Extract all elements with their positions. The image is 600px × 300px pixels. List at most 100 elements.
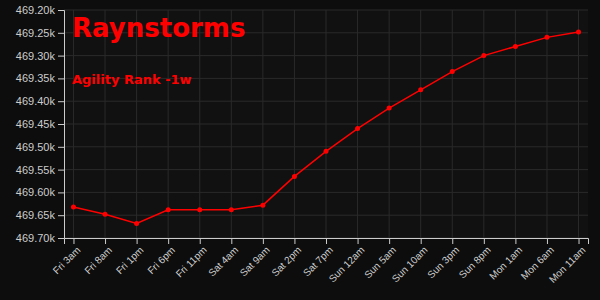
- plot-background: [64, 10, 588, 238]
- x-tick: Sat 9am: [238, 238, 272, 278]
- y-tick-mark: [58, 101, 64, 102]
- x-tick: Fri 3am: [51, 238, 83, 276]
- x-tick-mark: [105, 238, 106, 244]
- y-tick: 469.30k: [16, 50, 64, 62]
- x-tick-label: Sun 3pm: [425, 244, 461, 280]
- point: [513, 44, 518, 49]
- y-tick-mark: [58, 192, 64, 193]
- grid-line-x: [136, 10, 137, 238]
- x-tick-label: Mon 1am: [487, 244, 524, 281]
- x-tick-label: Sat 9am: [238, 244, 272, 278]
- x-tick-mark: [73, 238, 74, 244]
- x-tick: Sun 3pm: [425, 238, 461, 280]
- x-tick-label: Fri 8am: [82, 244, 114, 276]
- x-axis-line: [65, 239, 589, 245]
- titles: RaynstormsAgility Rank -1w: [72, 13, 245, 87]
- point: [103, 212, 108, 217]
- grid-line-x: [326, 10, 327, 238]
- y-tick-label: 469.50k: [16, 141, 56, 153]
- title: Raynstorms: [72, 13, 245, 43]
- point: [544, 35, 549, 40]
- point: [324, 149, 329, 154]
- x-tick-mark: [263, 238, 264, 244]
- y-tick-label: 469.25k: [16, 27, 56, 39]
- x-tick: Mon 11am: [547, 238, 588, 285]
- point: [71, 204, 76, 209]
- point: [450, 69, 455, 74]
- x-tick-label: Sun 10am: [390, 244, 430, 284]
- y-tick: 469.60k: [16, 186, 64, 198]
- y-tick: 469.55k: [16, 164, 64, 176]
- point: [134, 221, 139, 226]
- y-tick-mark: [58, 238, 64, 239]
- x-tick-label: Sun 12am: [327, 244, 367, 284]
- y-tick-label: 469.45k: [16, 118, 56, 130]
- point: [576, 29, 581, 34]
- grid-line-x: [420, 10, 421, 238]
- x-tick-label: Fri 3am: [51, 244, 83, 276]
- y-tick-label: 469.20k: [16, 4, 56, 16]
- x-tick-label: Sat 4am: [206, 244, 240, 278]
- point: [260, 203, 265, 208]
- y-tick-mark: [58, 56, 64, 57]
- x-tick-mark: [137, 238, 138, 244]
- plot: 469.20k 469.25k 469.30k 469.35k 469.40k 469.4…: [16, 4, 589, 285]
- y-tick-label: 469.40k: [16, 95, 56, 107]
- x-tick-label: Fri 6pm: [145, 244, 177, 276]
- x-tick-label: Fri 1pm: [114, 244, 146, 276]
- x-tick-label: Sat 2pm: [269, 244, 303, 278]
- x-tick: Sat 4am: [206, 238, 240, 278]
- x-tick-label: Fri 11pm: [174, 244, 209, 279]
- y-tick-mark: [58, 147, 64, 148]
- y-tick: 469.70k: [16, 232, 64, 244]
- x-tick-mark: [168, 238, 169, 244]
- grid-line-x: [294, 10, 295, 238]
- point: [418, 87, 423, 92]
- x-tick: Fri 8am: [82, 238, 114, 276]
- x-tick: Sun 12am: [327, 238, 367, 284]
- point: [197, 207, 202, 212]
- point: [166, 207, 171, 212]
- y-axis: 469.20k 469.25k 469.30k 469.35k 469.40k 469.4…: [16, 4, 65, 244]
- x-tick-mark: [547, 238, 548, 244]
- x-tick: Fri 6pm: [145, 238, 177, 276]
- point: [387, 106, 392, 111]
- grid: [64, 10, 588, 238]
- series: [71, 29, 581, 226]
- y-tick-mark: [58, 170, 64, 171]
- y-tick: 469.50k: [16, 141, 64, 153]
- y-tick: 469.65k: [16, 209, 64, 221]
- x-tick-mark: [326, 238, 327, 244]
- x-tick-mark: [515, 238, 516, 244]
- y-tick: 469.40k: [16, 95, 64, 107]
- line: [73, 32, 578, 224]
- grid-line-x: [483, 10, 484, 238]
- grid-line-x: [105, 10, 106, 238]
- x-tick-mark: [484, 238, 485, 244]
- x-tick: Sun 10am: [390, 238, 430, 284]
- x-tick-mark: [294, 238, 295, 244]
- y-tick: 469.35k: [16, 72, 64, 84]
- x-tick-mark: [358, 238, 359, 244]
- chart: 469.20k 469.25k 469.30k 469.35k 469.40k 469.4…: [0, 0, 600, 300]
- x-tick: Fri 1pm: [114, 238, 146, 276]
- y-tick-label: 469.60k: [16, 186, 56, 198]
- x-tick-mark: [579, 238, 580, 244]
- y-axis-line: [58, 11, 65, 239]
- point: [292, 174, 297, 179]
- x-tick-mark: [421, 238, 422, 244]
- y-tick-mark: [58, 10, 64, 11]
- point: [355, 126, 360, 131]
- y-tick-mark: [58, 78, 64, 79]
- x-tick: Sat 2pm: [269, 238, 303, 278]
- grid-line-x: [231, 10, 232, 238]
- y-tick-label: 469.70k: [16, 232, 56, 244]
- grid-line-x: [389, 10, 390, 238]
- y-tick-label: 469.35k: [16, 72, 56, 84]
- x-tick-mark: [452, 238, 453, 244]
- point: [481, 53, 486, 58]
- grid-line-x: [578, 10, 579, 238]
- x-axis: Fri 3amFri 8amFri 1pmFri 6pmFri 11pmSat …: [51, 238, 589, 285]
- x-tick-mark: [231, 238, 232, 244]
- y-tick-label: 469.30k: [16, 50, 56, 62]
